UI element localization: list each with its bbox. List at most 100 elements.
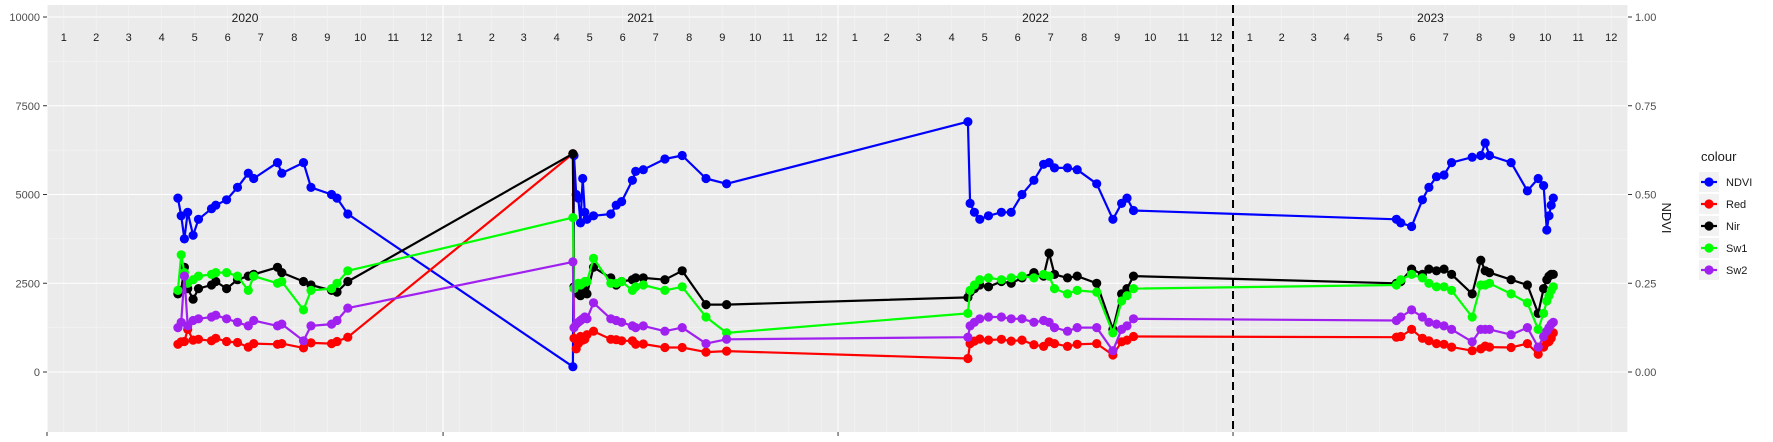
data-point	[298, 276, 309, 287]
data-point	[179, 336, 189, 347]
month-label: 6	[225, 32, 231, 44]
data-point	[1533, 349, 1543, 359]
year-label: 2021	[627, 11, 654, 25]
month-label: 10	[749, 32, 761, 44]
data-point	[1396, 331, 1406, 342]
data-point	[1548, 269, 1558, 279]
month-label: 6	[1410, 32, 1416, 44]
data-point	[176, 250, 186, 260]
data-point	[660, 342, 670, 353]
data-point	[617, 197, 627, 207]
data-point	[1407, 221, 1417, 232]
data-point	[1006, 314, 1016, 324]
data-point	[243, 285, 253, 295]
data-point	[1128, 331, 1139, 342]
data-point	[1417, 273, 1427, 283]
right-axis-title: NDVI	[1659, 202, 1674, 233]
data-point	[173, 193, 183, 203]
data-point	[183, 207, 193, 217]
data-point	[1476, 150, 1486, 161]
right-y-axis: 0.00 0.25 0.50 0.75 1.00	[1628, 12, 1656, 379]
data-point	[1533, 342, 1543, 352]
data-point	[1467, 289, 1477, 299]
month-label: 10	[354, 32, 366, 44]
data-point	[983, 335, 994, 345]
data-point	[638, 321, 648, 331]
left-tick-label: 2500	[16, 278, 40, 290]
data-point	[1424, 317, 1434, 327]
data-point	[701, 173, 711, 184]
data-point	[188, 230, 198, 240]
legend-label: Sw1	[1726, 243, 1747, 255]
data-point	[222, 284, 232, 294]
data-point	[249, 315, 259, 326]
data-point	[222, 314, 232, 324]
data-point	[677, 266, 687, 276]
data-point	[188, 294, 198, 304]
data-point	[677, 342, 687, 353]
data-point	[963, 332, 973, 342]
data-point	[332, 336, 342, 347]
data-point	[582, 289, 592, 299]
data-point	[1542, 225, 1552, 235]
right-tick-label: 0.50	[1635, 190, 1656, 202]
data-point	[332, 315, 342, 326]
month-label: 9	[324, 32, 330, 44]
data-point	[677, 323, 687, 333]
data-point	[969, 207, 980, 217]
left-y-axis: 0 2500 5000 7500 10000	[9, 12, 47, 379]
data-point	[1128, 314, 1139, 324]
month-label: 9	[1114, 32, 1120, 44]
data-point	[193, 334, 204, 344]
data-point	[701, 347, 711, 357]
data-point	[722, 179, 732, 189]
data-point	[211, 268, 221, 278]
data-point	[1396, 312, 1406, 322]
right-tick-label: 0.75	[1635, 101, 1656, 113]
month-label: 12	[1210, 32, 1222, 44]
data-point	[343, 276, 353, 287]
month-label: 1	[1247, 32, 1253, 44]
data-point	[568, 362, 578, 372]
month-label: 10	[1539, 32, 1551, 44]
month-label: 1	[852, 32, 858, 44]
data-point	[343, 209, 353, 219]
data-point	[1484, 150, 1495, 161]
data-point	[1539, 308, 1549, 318]
data-point	[249, 173, 259, 184]
data-point	[1424, 278, 1434, 288]
left-tick-label: 5000	[16, 190, 40, 202]
legend-key-point	[1704, 177, 1714, 187]
data-point	[983, 273, 994, 283]
data-point	[1407, 305, 1417, 315]
data-point	[343, 266, 353, 276]
data-point	[660, 154, 670, 164]
data-point	[975, 314, 985, 324]
series-nir	[173, 149, 1558, 334]
data-point	[568, 149, 578, 159]
series-red	[173, 149, 1558, 364]
data-point	[343, 332, 353, 342]
right-tick-label: 0.25	[1635, 278, 1656, 290]
data-point	[996, 312, 1007, 322]
data-point	[660, 326, 670, 336]
data-point	[1467, 152, 1477, 162]
data-point	[1062, 163, 1073, 173]
data-point	[193, 314, 204, 324]
data-point	[249, 271, 259, 281]
left-tick-label: 0	[34, 367, 40, 379]
month-label: 12	[1605, 32, 1617, 44]
legend-label: Nir	[1726, 221, 1740, 233]
data-point	[1439, 339, 1449, 349]
data-point	[306, 338, 316, 348]
data-point	[1006, 207, 1016, 217]
data-point	[193, 284, 204, 294]
data-point	[1092, 323, 1102, 333]
data-point	[660, 285, 670, 295]
month-label: 8	[1476, 32, 1482, 44]
data-point	[1122, 284, 1132, 294]
data-point	[232, 182, 243, 192]
data-point	[1017, 189, 1027, 200]
data-point	[1484, 342, 1495, 352]
